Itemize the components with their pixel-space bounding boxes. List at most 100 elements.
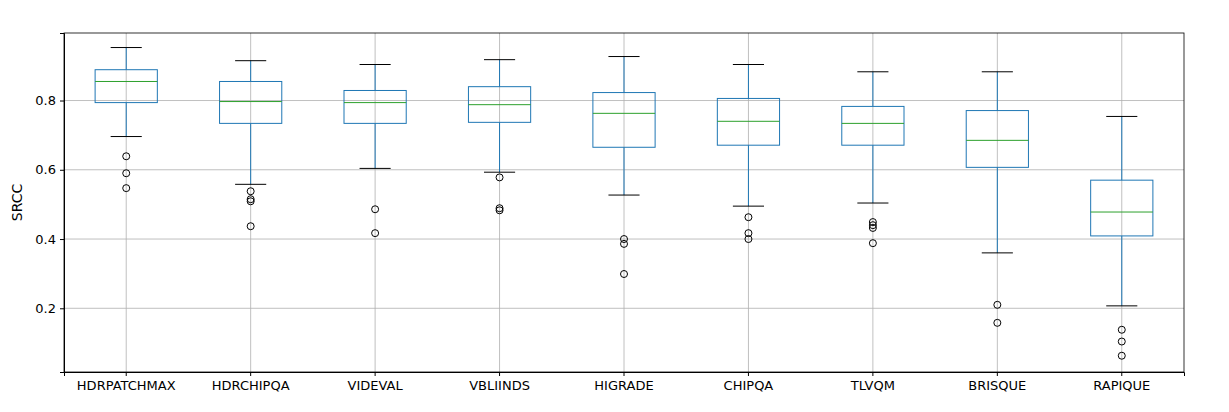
whisker-high (872, 72, 873, 107)
outlier (869, 240, 876, 247)
grid-line-x (872, 33, 873, 372)
cap-low (608, 195, 639, 196)
cap-low (484, 172, 515, 173)
whisker-low (624, 147, 625, 195)
median (1091, 212, 1153, 213)
grid-line-x (748, 33, 749, 372)
x-tick-label: VBLIINDS (469, 378, 530, 393)
x-tick-label: BRISQUE (968, 378, 1026, 393)
x-tick-label: TLVQM (850, 378, 895, 393)
outlier (123, 170, 130, 177)
outlier (745, 236, 752, 243)
x-tick-label: VIDEVAL (348, 378, 404, 393)
box-group (468, 60, 530, 214)
outlier (1118, 326, 1125, 333)
box (966, 111, 1028, 168)
whisker-low (375, 123, 376, 168)
cap-high (857, 71, 888, 72)
y-axis: 0.2 0.4 0.6 0.8 (35, 34, 64, 373)
whisker-low (872, 145, 873, 203)
cap-low (1106, 305, 1137, 306)
whisker-low (250, 123, 251, 184)
cap-high (1106, 116, 1137, 117)
whisker-low (997, 167, 998, 253)
x-tick: VIDEVAL (348, 372, 404, 393)
x-tick: TLVQM (850, 372, 895, 393)
outlier (496, 174, 503, 181)
box (468, 87, 530, 123)
grid-line-x (126, 33, 127, 372)
y-axis-title: SRCC (9, 184, 25, 222)
median (842, 123, 904, 124)
whisker-high (624, 57, 625, 93)
x-axis-line (65, 373, 1185, 377)
box (717, 98, 779, 145)
whisker-low (499, 122, 500, 172)
whisker-high (499, 60, 500, 87)
y-axis-line (60, 34, 65, 373)
x-tick-mark (1121, 372, 1122, 376)
outlier (994, 319, 1001, 326)
whisker-high (748, 65, 749, 99)
cap-low (857, 203, 888, 204)
outlier (372, 206, 379, 213)
cap-high (111, 47, 142, 48)
cap-low (111, 136, 142, 137)
median (95, 81, 157, 82)
cap-high (360, 64, 391, 65)
box-group (1091, 116, 1153, 359)
grid-line-x (997, 33, 998, 372)
cap-high (235, 60, 266, 61)
frame (64, 33, 1184, 372)
outlier (621, 240, 628, 247)
outlier (994, 301, 1001, 308)
y-tick-label: 0.6 (35, 162, 56, 177)
box (95, 70, 157, 103)
outlier (247, 198, 254, 205)
outlier (123, 153, 130, 160)
grid-line-x (1121, 33, 1122, 372)
box-group (95, 48, 157, 192)
x-tick-mark (250, 372, 251, 376)
box (344, 90, 406, 123)
cap-low (982, 252, 1013, 253)
box (593, 93, 655, 148)
outlier (247, 223, 254, 230)
median (220, 101, 282, 102)
box-group (593, 57, 655, 278)
x-tick-mark (624, 372, 625, 376)
outlier (621, 271, 628, 278)
y-tick: 0.2 (35, 301, 64, 316)
y-tick-label: 0.2 (35, 301, 56, 316)
outlier (372, 230, 379, 237)
boxes (95, 48, 1153, 360)
whisker-low (748, 145, 749, 206)
box-group (842, 72, 904, 247)
box-group (717, 65, 779, 243)
y-tick-mark (60, 239, 64, 240)
box-group (966, 72, 1028, 327)
median (468, 104, 530, 105)
x-tick-mark (748, 372, 749, 376)
cap-high (733, 64, 764, 65)
whisker-high (126, 48, 127, 70)
x-tick: RAPIQUE (1093, 372, 1150, 393)
outlier (1118, 352, 1125, 359)
grid (64, 33, 1184, 372)
outlier (247, 188, 254, 195)
grid-line-x (624, 33, 625, 372)
x-tick: HDRCHIPQA (212, 372, 290, 393)
x-tick-mark (872, 372, 873, 376)
whisker-low (126, 103, 127, 137)
median (717, 121, 779, 122)
whisker-low (1121, 236, 1122, 306)
x-tick-label: HIGRADE (594, 378, 653, 393)
y-tick-mark (60, 101, 64, 102)
x-tick: BRISQUE (968, 372, 1026, 393)
cap-high (608, 56, 639, 57)
y-tick-label: 0.4 (35, 232, 56, 247)
y-tick-label: 0.8 (35, 93, 56, 108)
whisker-high (250, 61, 251, 82)
y-tick: 0.4 (35, 232, 64, 247)
cap-high (982, 71, 1013, 72)
